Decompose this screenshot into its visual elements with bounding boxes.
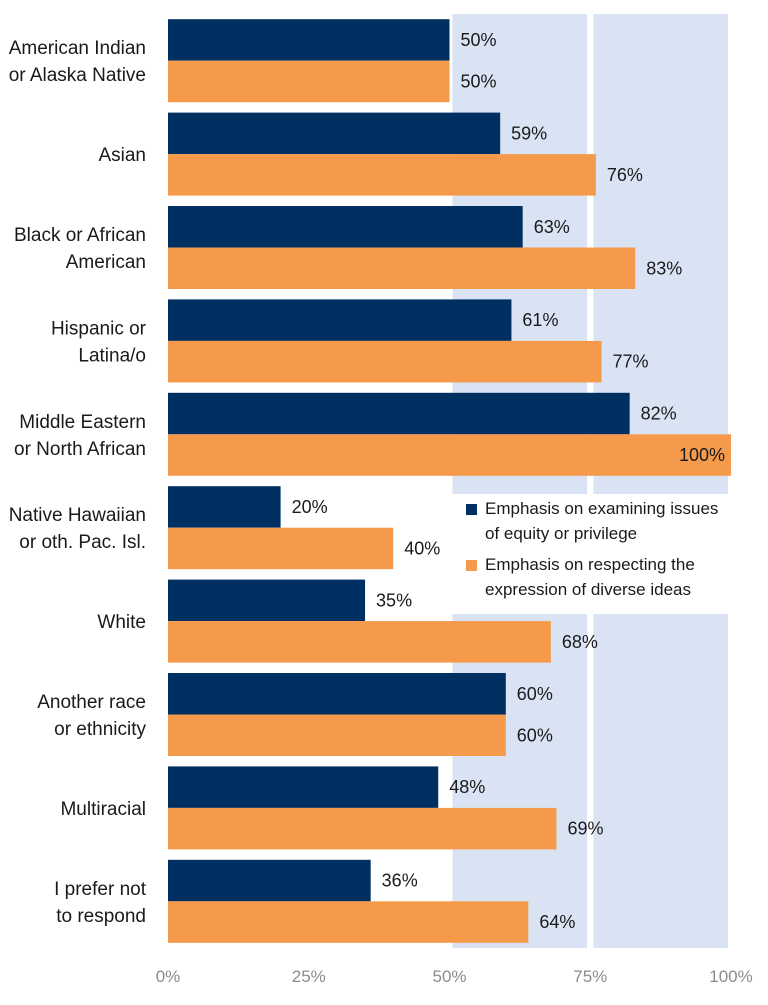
legend-label-line: of equity or privilege <box>485 524 637 543</box>
x-tick-label-3: 75% <box>573 967 607 986</box>
value-label-s2-8: 69% <box>567 819 603 839</box>
category-label-line: or Alaska Native <box>9 65 146 86</box>
category-label-7: Another race or ethnicity <box>37 692 146 740</box>
category-label-line: or North African <box>14 439 146 460</box>
legend-label-line: Emphasis on respecting the <box>485 555 695 574</box>
x-tick-label-1: 25% <box>292 967 326 986</box>
x-tick-label-4: 100% <box>709 967 752 986</box>
legend-background <box>452 494 742 614</box>
category-label-0: American Indian or Alaska Native <box>9 38 146 86</box>
x-tick-label-2: 50% <box>432 967 466 986</box>
category-label-line: Native Hawaiian <box>9 505 146 526</box>
value-label-s1-0: 50% <box>461 30 497 50</box>
value-label-s1-3: 61% <box>522 310 558 330</box>
category-label-line: Asian <box>98 145 146 166</box>
category-label-line: or oth. Pac. Isl. <box>19 532 146 553</box>
bar-s1-7 <box>168 673 506 715</box>
bar-s2-6 <box>168 621 551 663</box>
bar-s1-8 <box>168 766 439 808</box>
value-label-s1-8: 48% <box>449 777 485 797</box>
category-label-5: Native Hawaiian or oth. Pac. Isl. <box>9 505 146 553</box>
value-label-s2-2: 83% <box>646 258 682 278</box>
category-label-line: White <box>97 612 146 633</box>
value-labels: 50% 50% 59% 76% 63% 83% 61% 77% 82% 100% 20% 40% 35%… <box>292 30 725 932</box>
x-tick-label-0: 0% <box>156 967 181 986</box>
bar-s1-3 <box>168 299 512 341</box>
category-label-line: Multiracial <box>60 799 146 820</box>
value-label-s2-3: 77% <box>613 352 649 372</box>
value-label-s2-4: 100% <box>679 445 725 465</box>
bar-s1-4 <box>168 392 630 435</box>
category-label-9: I prefer not to respond <box>54 879 147 927</box>
category-label-line: American Indian <box>9 38 146 59</box>
legend-swatch-0 <box>466 504 477 515</box>
legend-label-0: Emphasis on examining issues of equity or… <box>485 499 718 543</box>
bar-s1-0 <box>168 19 450 61</box>
category-label-line: I prefer not <box>54 879 147 900</box>
legend-label-line: Emphasis on examining issues <box>485 499 718 518</box>
x-axis-ticks: 0% 25% 50% 75% 100% <box>156 967 753 986</box>
category-label-4: Middle Eastern or North African <box>14 412 146 460</box>
bar-s2-0 <box>168 60 450 103</box>
bar-s1-2 <box>168 206 523 248</box>
category-label-1: Asian <box>98 145 146 166</box>
bar-s2-2 <box>168 247 636 289</box>
category-label-8: Multiracial <box>60 799 146 820</box>
legend-label-1: Emphasis on respecting the expression of … <box>485 555 695 599</box>
category-label-line: or ethnicity <box>54 719 146 740</box>
bar-s2-5 <box>168 527 394 570</box>
value-label-s1-5: 20% <box>292 497 328 517</box>
category-label-line: American <box>66 252 146 273</box>
bar-s2-4 <box>168 434 731 476</box>
value-label-s2-5: 40% <box>404 538 440 558</box>
value-label-s1-6: 35% <box>376 590 412 610</box>
shaded-band-1 <box>593 14 728 948</box>
category-label-2: Black or African American <box>14 225 146 273</box>
value-label-s2-7: 60% <box>517 725 553 745</box>
bar-s2-3 <box>168 340 602 383</box>
value-label-s1-7: 60% <box>517 684 553 704</box>
value-label-s1-9: 36% <box>382 871 418 891</box>
category-label-line: Hispanic or <box>51 318 147 339</box>
legend-swatch-1 <box>466 560 477 571</box>
bar-s2-8 <box>168 807 557 850</box>
bar-s1-1 <box>168 112 501 155</box>
bars <box>168 19 731 943</box>
category-labels: American Indian or Alaska Native Asian Blac… <box>9 38 147 927</box>
value-label-s2-0: 50% <box>461 71 497 91</box>
value-label-s2-6: 68% <box>562 632 598 652</box>
category-label-line: Black or African <box>14 225 146 246</box>
bar-s2-1 <box>168 154 596 196</box>
legend-label-line: expression of diverse ideas <box>485 580 691 599</box>
bar-s1-6 <box>168 579 366 622</box>
value-label-s1-4: 82% <box>641 404 677 424</box>
bar-s1-5 <box>168 486 281 528</box>
value-label-s2-9: 64% <box>539 912 575 932</box>
category-label-3: Hispanic or Latina/o <box>51 318 147 366</box>
category-label-line: Middle Eastern <box>19 412 146 433</box>
category-label-6: White <box>97 612 146 633</box>
legend: Emphasis on examining issues of equity or… <box>466 499 718 599</box>
bar-s2-7 <box>168 714 506 756</box>
bar-s2-9 <box>168 901 529 943</box>
category-label-line: to respond <box>56 906 146 927</box>
category-label-line: Another race <box>37 692 146 713</box>
value-label-s1-2: 63% <box>534 217 570 237</box>
category-label-line: Latina/o <box>78 345 146 366</box>
value-label-s1-1: 59% <box>511 123 547 143</box>
value-label-s2-1: 76% <box>607 165 643 185</box>
bar-s1-9 <box>168 859 371 902</box>
